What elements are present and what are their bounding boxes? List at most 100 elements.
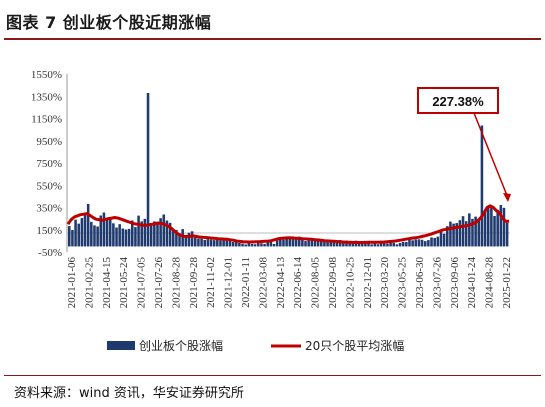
bar	[279, 238, 282, 247]
bar	[405, 241, 408, 247]
bar	[250, 243, 254, 247]
bar	[386, 243, 389, 247]
bar	[105, 219, 109, 247]
bar-series	[68, 93, 509, 247]
x-tick-label: 2021-11-02	[205, 257, 217, 308]
bar	[351, 242, 355, 247]
bar	[86, 203, 90, 247]
legend-bar-label: 创业板个股涨幅	[139, 338, 223, 353]
bar	[442, 233, 446, 247]
bar	[153, 221, 156, 247]
bar	[304, 241, 307, 247]
bar	[206, 239, 210, 247]
bar	[480, 125, 484, 247]
x-tick-label: 2022-03-08	[257, 257, 269, 309]
bar	[121, 228, 125, 247]
bar	[461, 216, 465, 247]
bar	[297, 236, 301, 247]
bar	[471, 218, 474, 247]
x-tick-label: 2023-05-25	[397, 257, 409, 309]
bar	[468, 213, 471, 247]
x-tick-label: 2021-07-05	[136, 257, 148, 309]
bar	[197, 238, 200, 247]
y-tick-label: 1350%	[31, 91, 62, 103]
bar	[420, 239, 424, 247]
bar	[124, 229, 128, 247]
bar	[452, 223, 455, 247]
bar	[348, 242, 351, 247]
bar	[134, 227, 137, 247]
bar	[493, 215, 496, 247]
bar	[458, 220, 462, 247]
bar	[159, 218, 162, 247]
average-line	[66, 204, 510, 244]
bar	[93, 225, 96, 247]
x-tick-label: 2021-09-28	[188, 257, 200, 309]
x-tick-label: 2023-06-30	[414, 257, 426, 309]
bar	[99, 215, 103, 247]
bar	[398, 242, 402, 247]
bar	[427, 240, 430, 247]
bar	[80, 218, 84, 247]
bar	[320, 238, 323, 247]
x-tick-label: 2022-08-05	[310, 257, 322, 309]
bar	[291, 236, 295, 247]
bar	[165, 220, 169, 247]
bar	[455, 223, 458, 247]
bar	[439, 231, 443, 247]
legend-line-label: 20只个股平均涨幅	[305, 338, 404, 353]
bar	[253, 244, 257, 247]
y-tick-label: 350%	[36, 203, 62, 215]
bar	[68, 226, 71, 247]
callout-box	[417, 87, 499, 114]
bar	[332, 240, 336, 247]
bar	[326, 242, 329, 247]
bar	[379, 242, 383, 247]
bar	[181, 229, 184, 247]
bar	[131, 220, 134, 247]
bar	[474, 216, 477, 247]
bar	[483, 210, 487, 247]
bar	[288, 237, 292, 247]
bar	[323, 241, 326, 247]
source-note: 资料来源：wind 资讯，华安证券研究所	[14, 386, 244, 401]
bar	[310, 239, 314, 247]
bar	[90, 221, 93, 247]
bar	[408, 238, 411, 247]
bar	[367, 242, 370, 247]
bar	[115, 227, 118, 247]
bar	[171, 230, 175, 247]
bar	[149, 225, 153, 247]
bar	[505, 222, 509, 247]
bar	[96, 226, 99, 247]
bar	[137, 215, 140, 247]
bar	[263, 243, 266, 247]
bar	[234, 240, 238, 247]
y-tick-labels: -50% 150% 350% 550% 750% 950% 1150% 1350% 1550%	[31, 69, 62, 259]
bar	[71, 229, 74, 247]
bar	[118, 224, 121, 247]
bar	[392, 242, 395, 247]
bar	[244, 244, 247, 247]
bar	[187, 232, 191, 247]
bar	[238, 242, 241, 247]
bar	[178, 233, 181, 247]
bar	[401, 241, 405, 247]
bar	[219, 240, 222, 247]
bar	[272, 243, 276, 247]
bar	[143, 218, 147, 247]
bar	[146, 93, 150, 247]
x-tick-label: 2023-09-06	[449, 257, 461, 309]
bar	[216, 237, 219, 247]
bar	[190, 231, 194, 247]
bar	[257, 240, 260, 247]
y-tick-label: 550%	[36, 180, 62, 192]
bar	[231, 241, 235, 247]
bar	[175, 229, 178, 247]
bar	[329, 240, 332, 247]
bar	[275, 239, 279, 247]
bar	[102, 212, 106, 247]
bar	[222, 239, 225, 247]
bar	[127, 228, 131, 247]
x-tick-label: 2022-09-08	[327, 257, 339, 309]
